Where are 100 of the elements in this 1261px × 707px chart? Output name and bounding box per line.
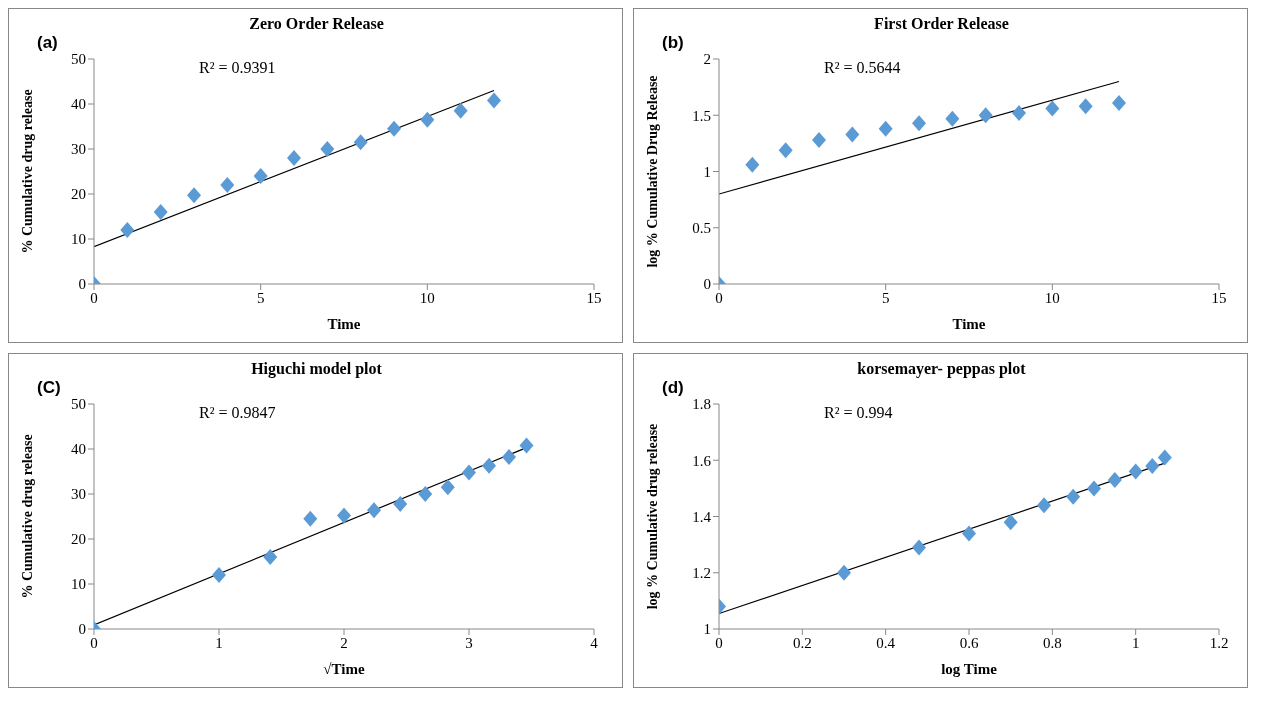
point xyxy=(812,132,826,148)
y-tick-label: 1 xyxy=(703,163,711,180)
y-tick-label: 1 xyxy=(703,621,711,638)
text: (d) xyxy=(662,378,684,398)
point xyxy=(303,510,318,527)
x-axis-title: Time xyxy=(952,316,986,332)
x-tick-label: 0.8 xyxy=(1042,634,1062,651)
point xyxy=(1112,94,1126,111)
point xyxy=(1087,480,1101,497)
chart-title: Higuchi model plot xyxy=(250,360,383,378)
point xyxy=(393,495,408,512)
point xyxy=(212,567,226,583)
point xyxy=(453,102,468,119)
x-tick-label: 15 xyxy=(586,289,602,306)
point xyxy=(440,479,455,496)
x-tick-label: 0 xyxy=(715,289,723,306)
point xyxy=(519,437,534,454)
x-tick-label: 4 xyxy=(590,634,599,651)
y-tick-label: 0.5 xyxy=(692,220,711,237)
x-tick-label: 2 xyxy=(340,634,348,651)
chart-title: First Order Release xyxy=(873,15,1010,33)
y-tick-label: 1.8 xyxy=(692,396,711,413)
point xyxy=(1012,105,1026,121)
point xyxy=(1107,471,1122,488)
x-tick-label: 1.2 xyxy=(1209,634,1229,651)
point xyxy=(153,204,168,220)
y-tick-label: 1.5 xyxy=(692,107,711,124)
point xyxy=(912,539,926,556)
point xyxy=(1157,449,1172,466)
y-tick-label: 50 xyxy=(71,396,86,413)
point xyxy=(1066,488,1081,505)
point xyxy=(487,92,501,109)
y-tick-label: 0 xyxy=(703,276,711,293)
x-tick-label: 5 xyxy=(881,289,890,306)
point xyxy=(287,150,301,166)
x-tick-label: 1 xyxy=(1131,634,1140,651)
point xyxy=(878,120,893,137)
y-tick-label: 40 xyxy=(71,441,86,458)
point xyxy=(1078,98,1093,115)
point xyxy=(978,107,993,124)
point xyxy=(845,126,860,143)
y-tick-label: 20 xyxy=(71,186,86,203)
y-axis-title: % Cumulative drug release xyxy=(19,434,35,599)
y-tick-label: 0 xyxy=(78,621,86,638)
x-tick-label: 0.6 xyxy=(959,634,979,651)
point xyxy=(778,142,793,159)
y-tick-label: 10 xyxy=(71,231,86,248)
point xyxy=(482,457,496,474)
y-axis-title: log % Cumulative drug release xyxy=(644,423,660,610)
annotation: R² = 0.5644 xyxy=(824,59,901,77)
annotation: R² = 0.9391 xyxy=(199,59,276,77)
point xyxy=(837,564,851,581)
y-tick-label: 0 xyxy=(78,276,86,293)
point xyxy=(1045,100,1060,117)
y-tick-label: 10 xyxy=(71,576,86,593)
x-tick-label: 15 xyxy=(1211,289,1227,306)
point xyxy=(353,134,368,151)
point xyxy=(1003,514,1018,531)
y-tick-label: 1.2 xyxy=(692,565,711,582)
x-axis-title: √Time xyxy=(323,661,365,677)
point xyxy=(502,449,516,466)
point xyxy=(220,177,235,193)
chart-title: Zero Order Release xyxy=(248,15,385,33)
point xyxy=(745,156,760,173)
chart-title: korsemayer- peppas plot xyxy=(856,360,1027,378)
point xyxy=(1037,497,1051,514)
y-tick-label: 40 xyxy=(71,96,86,113)
text: (a) xyxy=(37,33,58,53)
y-tick-label: 50 xyxy=(71,51,86,68)
point xyxy=(912,115,926,132)
y-axis-title: log % Cumulative Drug Release xyxy=(644,75,660,268)
x-tick-label: 0.2 xyxy=(792,634,812,651)
text: (C) xyxy=(37,378,61,398)
point xyxy=(337,507,351,524)
point xyxy=(120,222,135,238)
y-tick-label: 1.4 xyxy=(692,508,712,525)
x-tick-label: 0.4 xyxy=(876,634,896,651)
point xyxy=(367,502,381,519)
point xyxy=(420,111,435,128)
point xyxy=(263,549,278,565)
point xyxy=(387,120,401,137)
point xyxy=(1145,457,1160,474)
x-tick-label: 5 xyxy=(256,289,265,306)
y-tick-label: 20 xyxy=(71,531,86,548)
x-axis-title: Time xyxy=(327,316,361,332)
y-axis-title: % Cumulative drug release xyxy=(19,89,35,254)
y-tick-label: 1.6 xyxy=(692,452,712,469)
point xyxy=(418,486,433,502)
x-tick-label: 10 xyxy=(419,289,435,306)
x-tick-label: 10 xyxy=(1044,289,1060,306)
x-tick-label: 0 xyxy=(90,634,98,651)
y-tick-label: 30 xyxy=(71,486,86,503)
point xyxy=(962,525,976,542)
point xyxy=(462,464,476,481)
x-tick-label: 0 xyxy=(715,634,723,651)
x-tick-label: 0 xyxy=(90,289,98,306)
point xyxy=(187,187,201,204)
text: (b) xyxy=(662,33,684,53)
y-tick-label: 2 xyxy=(703,51,711,68)
point xyxy=(320,141,335,157)
